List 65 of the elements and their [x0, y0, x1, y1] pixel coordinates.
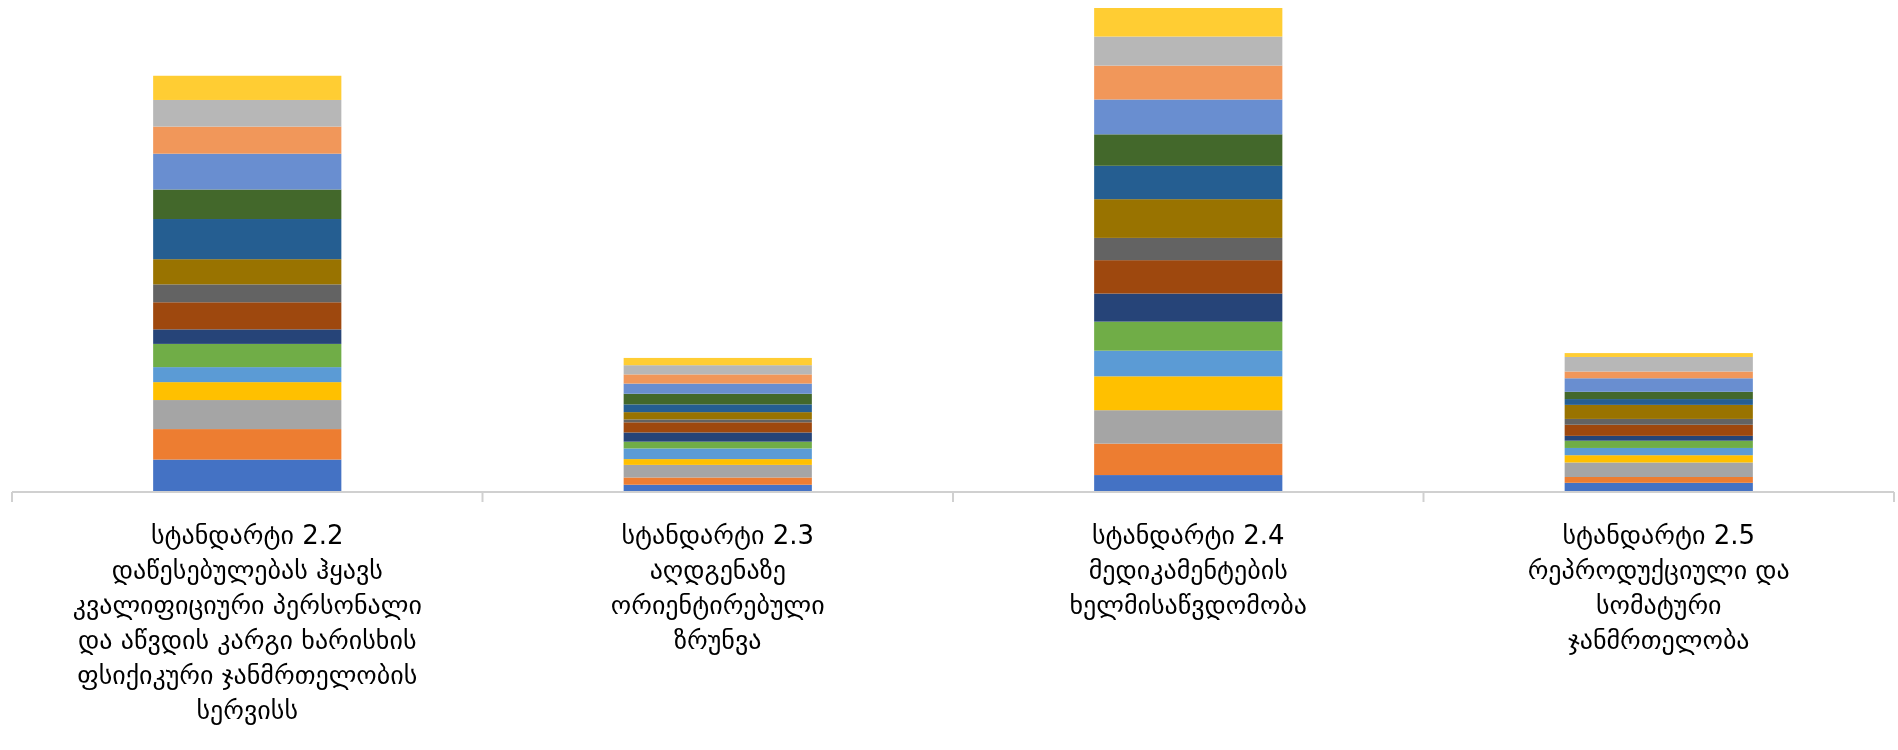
- bar: [1094, 8, 1283, 37]
- bar: [623, 393, 812, 405]
- bar: [623, 448, 812, 460]
- bar: [153, 329, 342, 344]
- bar: [153, 459, 342, 492]
- bar: [153, 400, 342, 430]
- bar: [153, 126, 342, 154]
- bar: [1094, 65, 1283, 100]
- bar: [1564, 455, 1753, 463]
- bar: [1564, 391, 1753, 400]
- bar: [1094, 475, 1283, 492]
- bar: [623, 422, 812, 433]
- bar: [623, 464, 812, 478]
- bar: [1564, 399, 1753, 405]
- bar: [1094, 376, 1283, 411]
- bar: [1094, 293, 1283, 322]
- bar: [623, 432, 812, 442]
- bar: [153, 219, 342, 260]
- bar: [623, 419, 812, 423]
- x-tick-label: სტანდარტი 2.3 აღდგენაზე ორიენტირებული ზრუნვა: [610, 520, 825, 655]
- x-tick-label: სტანდარტი 2.5 რეპროდუქციული და სომატური ჯანმრთელობა: [1527, 520, 1790, 655]
- bar: [1564, 424, 1753, 436]
- bar: [1564, 477, 1753, 483]
- bar: [1094, 134, 1283, 166]
- bar: [153, 189, 342, 220]
- bar: [153, 429, 342, 460]
- bar: [1564, 378, 1753, 392]
- bar: [1094, 350, 1283, 377]
- bar: [153, 259, 342, 285]
- bar: [623, 404, 812, 413]
- bar: [1564, 356, 1753, 372]
- bar: [1094, 260, 1283, 294]
- bar: [1564, 462, 1753, 477]
- x-tick-label: სტანდარტი 2.2 დაწესებულებას ჰყავს კვალიფიციური პერსონალი და აწვდის კარგი ხარისხის ფსიქიკური ჯანმრთელობის სერვისს: [72, 520, 422, 725]
- bar: [623, 374, 812, 384]
- bar: [623, 357, 812, 366]
- bar: [1564, 435, 1753, 441]
- bar: [1094, 165, 1283, 200]
- bar: [153, 75, 342, 100]
- bar: [623, 412, 812, 420]
- bar: [623, 365, 812, 375]
- bar: [1564, 447, 1753, 456]
- x-tick-label: სტანდარტი 2.4 მედიკამენტების ხელმისაწვდომობა: [1069, 520, 1307, 620]
- bar: [153, 284, 342, 303]
- bar: [623, 383, 812, 394]
- bar: [153, 302, 342, 330]
- bar: [153, 382, 342, 401]
- bar: [153, 153, 342, 190]
- bar: [1094, 99, 1283, 135]
- bar: [623, 459, 812, 465]
- bar: [153, 99, 342, 127]
- bar: [1094, 443, 1283, 476]
- bar: [1094, 199, 1283, 238]
- bar: [153, 367, 342, 383]
- bar: [1564, 404, 1753, 419]
- bar: [153, 343, 342, 368]
- bar: [1094, 321, 1283, 351]
- bar: [623, 477, 812, 485]
- bar: [1094, 237, 1283, 261]
- bar: [1564, 353, 1753, 357]
- bar: [1094, 36, 1283, 66]
- bar: [1564, 371, 1753, 379]
- bar: [1094, 410, 1283, 444]
- bar: [1564, 418, 1753, 425]
- bar: [1564, 440, 1753, 448]
